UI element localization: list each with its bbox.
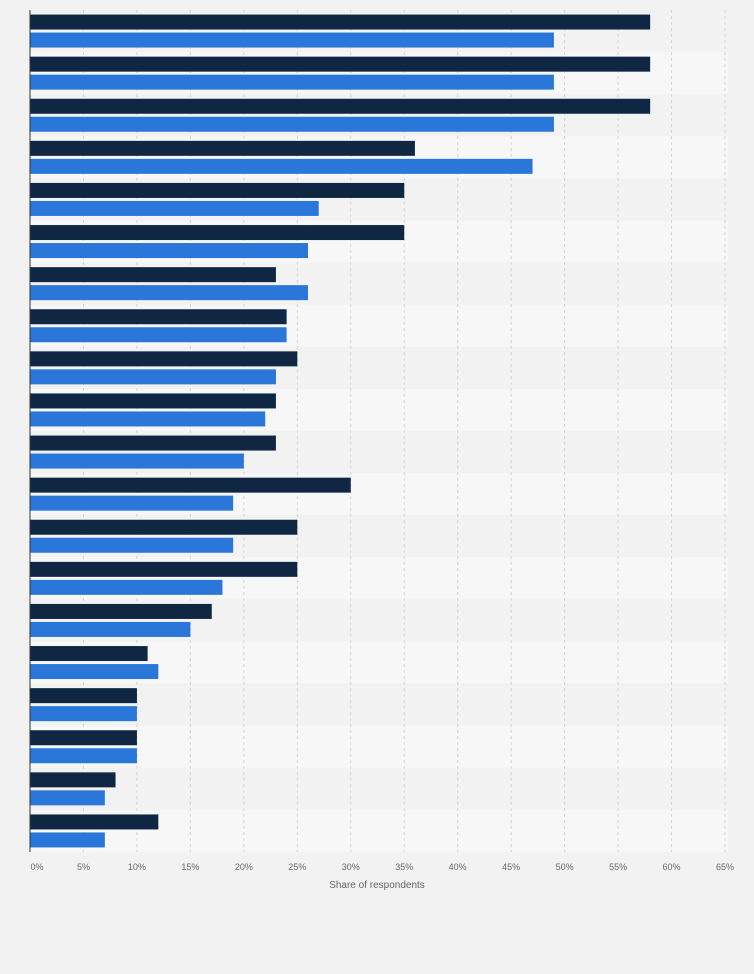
bar-series-1[interactable] <box>30 351 298 367</box>
bar-series-2[interactable] <box>30 411 266 427</box>
x-tick-label: 5% <box>77 862 90 872</box>
bar-series-1[interactable] <box>30 646 148 662</box>
x-tick-label: 25% <box>288 862 306 872</box>
bar-series-2[interactable] <box>30 285 308 301</box>
bar-series-1[interactable] <box>30 688 137 704</box>
bar-series-1[interactable] <box>30 393 276 409</box>
bar-series-1[interactable] <box>30 140 415 156</box>
bar-series-1[interactable] <box>30 519 298 535</box>
x-tick-label: 60% <box>663 862 681 872</box>
bar-series-2[interactable] <box>30 706 137 722</box>
bar-series-2[interactable] <box>30 200 319 216</box>
bar-series-1[interactable] <box>30 98 651 114</box>
bar-series-1[interactable] <box>30 309 287 325</box>
bar-series-1[interactable] <box>30 814 159 830</box>
bar-series-2[interactable] <box>30 158 533 174</box>
bar-series-2[interactable] <box>30 495 234 511</box>
bar-series-2[interactable] <box>30 790 105 806</box>
bar-series-2[interactable] <box>30 832 105 848</box>
bar-series-2[interactable] <box>30 116 554 132</box>
bar-series-1[interactable] <box>30 56 651 72</box>
row-band <box>30 767 728 810</box>
x-tick-label: 35% <box>395 862 413 872</box>
x-tick-label: 65% <box>716 862 734 872</box>
x-tick-label: 40% <box>449 862 467 872</box>
row-bands <box>30 10 728 852</box>
bar-series-1[interactable] <box>30 14 651 30</box>
bar-series-2[interactable] <box>30 453 244 469</box>
bar-series-1[interactable] <box>30 477 351 493</box>
bar-series-2[interactable] <box>30 537 234 553</box>
bar-series-2[interactable] <box>30 32 554 48</box>
bar-series-1[interactable] <box>30 772 116 788</box>
x-tick-label: 45% <box>502 862 520 872</box>
bar-series-1[interactable] <box>30 182 405 198</box>
bar-series-1[interactable] <box>30 267 276 283</box>
x-tick-label: 30% <box>342 862 360 872</box>
bar-series-1[interactable] <box>30 730 137 746</box>
bar-series-1[interactable] <box>30 603 212 619</box>
x-tick-labels: 0% 5% 10% 15% 20% 25% 30% 35% 40% 45% 50% 55% 60% 65% <box>30 862 734 872</box>
bar-series-2[interactable] <box>30 621 191 637</box>
bar-series-2[interactable] <box>30 243 308 259</box>
x-tick-label: 0% <box>30 862 43 872</box>
bar-series-2[interactable] <box>30 748 137 764</box>
bar-series-2[interactable] <box>30 369 276 385</box>
bar-series-2[interactable] <box>30 579 223 595</box>
x-tick-label: 10% <box>128 862 146 872</box>
x-tick-label: 20% <box>235 862 253 872</box>
row-band <box>30 725 728 768</box>
x-tick-label: 55% <box>609 862 627 872</box>
bar-series-2[interactable] <box>30 327 287 343</box>
x-tick-label: 50% <box>556 862 574 872</box>
row-band <box>30 683 728 726</box>
bar-series-2[interactable] <box>30 74 554 90</box>
bar-series-1[interactable] <box>30 225 405 241</box>
bar-series-1[interactable] <box>30 435 276 451</box>
x-axis-label: Share of respondents <box>329 880 425 891</box>
bar-series-1[interactable] <box>30 561 298 577</box>
bar-series-2[interactable] <box>30 664 159 680</box>
bars <box>30 14 651 848</box>
x-tick-label: 15% <box>181 862 199 872</box>
